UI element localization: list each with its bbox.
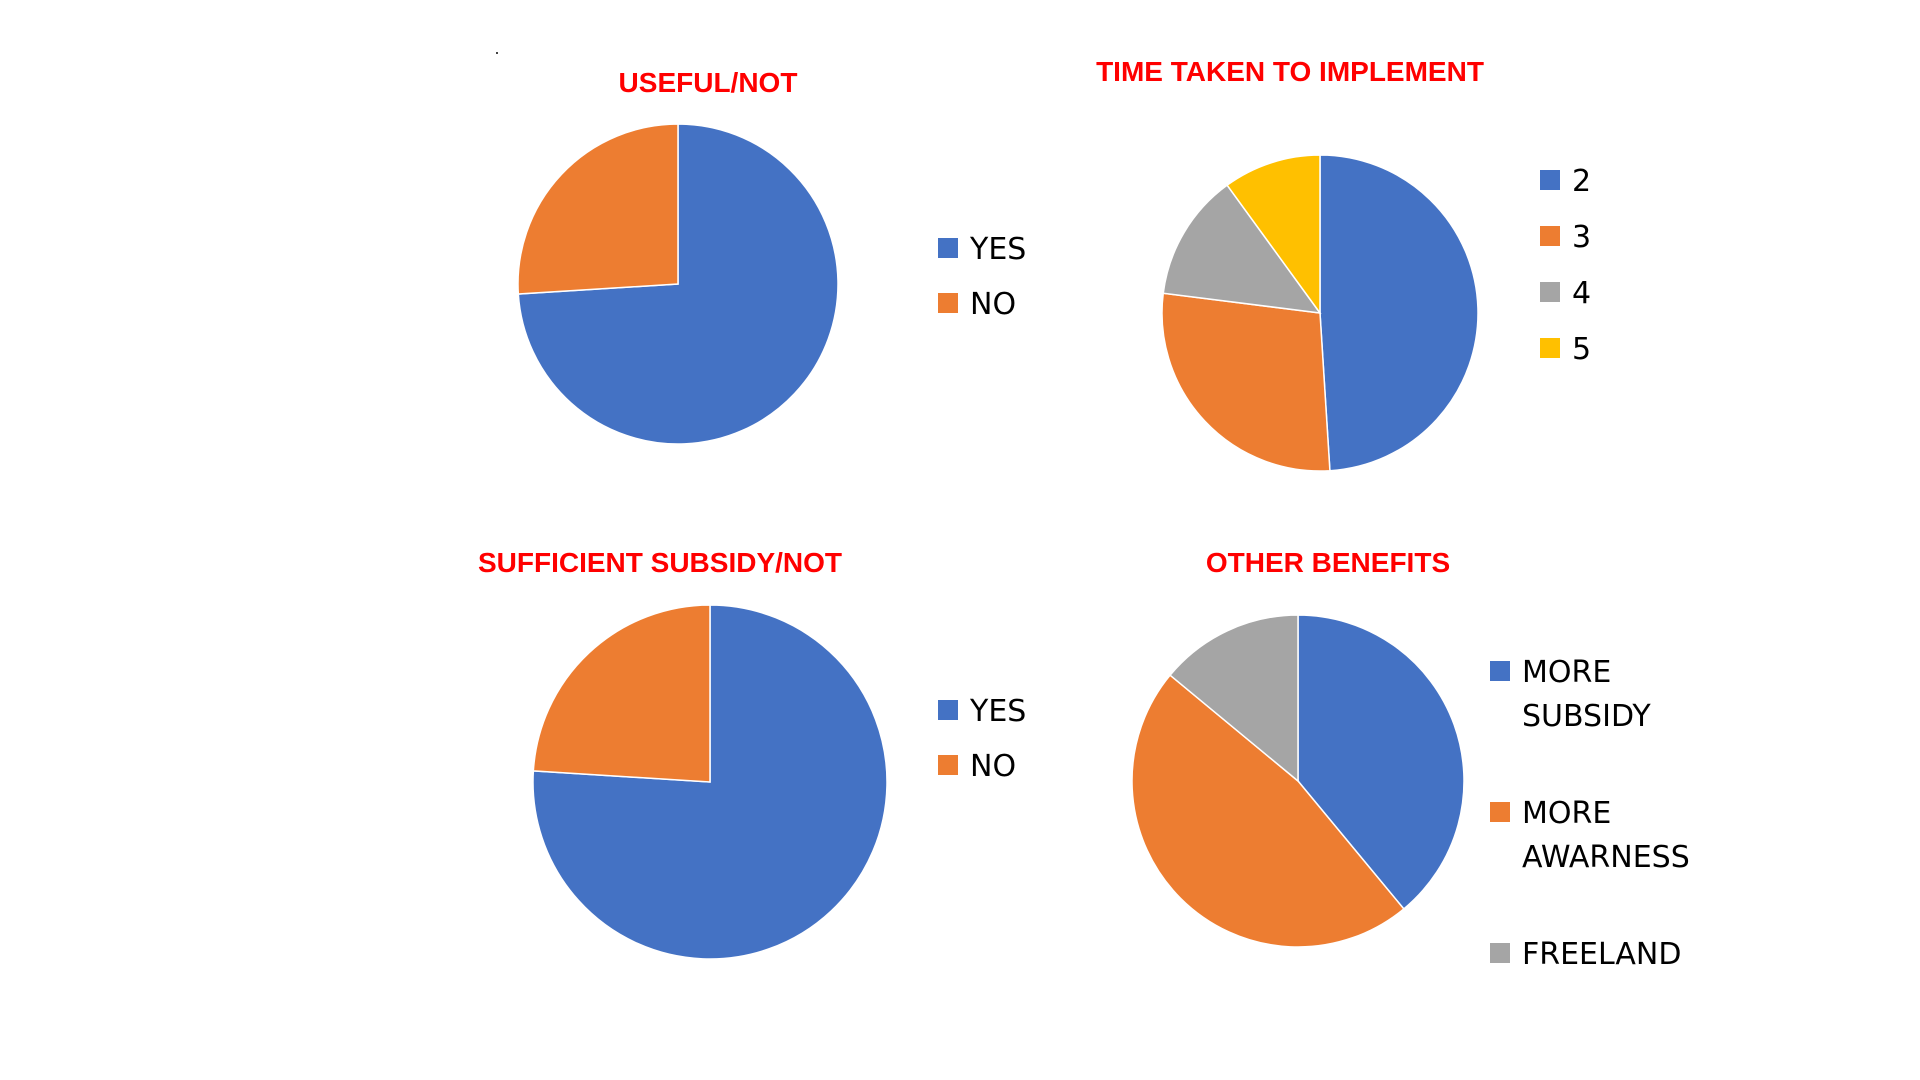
chart-1-pie: [517, 123, 839, 445]
stray-dot: [496, 52, 498, 54]
legend-item: NO: [938, 283, 1016, 327]
legend-label: NO: [970, 287, 1017, 322]
chart-3-title: SUFFICIENT SUBSIDY/NOT: [477, 547, 843, 578]
pie-slice-more-awarness: [1131, 674, 1405, 948]
chart-4-pie: [1131, 614, 1465, 948]
legend-item: MORE AWARNESS: [1490, 792, 1690, 880]
legend-label: 4: [1572, 276, 1592, 311]
legend-item: 3: [1540, 216, 1591, 260]
legend-item: YES: [938, 228, 1026, 272]
pie-slice-no: [517, 123, 679, 295]
legend-item: MORE SUBSIDY: [1490, 651, 1651, 739]
legend-label: MORE AWARNESS: [1522, 796, 1690, 875]
legend-label: 5: [1572, 332, 1592, 367]
legend-swatch: [1490, 943, 1510, 963]
legend-swatch: [1540, 338, 1560, 358]
legend-swatch: [1490, 661, 1510, 681]
legend-label: 3: [1572, 220, 1592, 255]
legend-swatch: [1540, 170, 1560, 190]
legend-item: 5: [1540, 328, 1591, 372]
pie-slice-4: [1162, 184, 1322, 314]
legend-item: NO: [938, 745, 1016, 789]
pie-slice-5: [1226, 154, 1321, 316]
legend-item: YES: [938, 690, 1026, 734]
legend-label: MORE SUBSIDY: [1522, 655, 1651, 734]
legend-label: 2: [1572, 164, 1592, 199]
chart-2-title: TIME TAKEN TO IMPLEMENT: [1096, 56, 1484, 87]
chart-1-title: USEFUL/NOT: [618, 67, 798, 98]
pie-slice-freeland: [1169, 614, 1299, 783]
legend-swatch: [938, 293, 958, 313]
legend-swatch: [938, 238, 958, 258]
pie-slice-more-subsidy: [1297, 614, 1465, 910]
legend-label: NO: [970, 749, 1017, 784]
chart-2-pie: [1161, 154, 1479, 472]
legend-item: 2: [1540, 160, 1591, 204]
pie-slice-3: [1161, 292, 1331, 472]
pie-slice-no: [532, 604, 711, 783]
chart-3-pie: [532, 604, 888, 960]
legend-swatch: [938, 755, 958, 775]
legend-swatch: [1540, 282, 1560, 302]
legend-swatch: [1490, 802, 1510, 822]
legend-item: FREELAND: [1490, 933, 1681, 977]
legend-label: YES: [970, 232, 1027, 267]
legend-label: FREELAND: [1522, 937, 1682, 972]
pie-slice-2: [1319, 154, 1479, 472]
chart-4-title: OTHER BENEFITS: [1205, 547, 1451, 578]
legend-swatch: [1540, 226, 1560, 246]
pie-slice-yes: [532, 604, 888, 960]
legend-item: 4: [1540, 272, 1591, 316]
legend-label: YES: [970, 694, 1027, 729]
legend-swatch: [938, 700, 958, 720]
